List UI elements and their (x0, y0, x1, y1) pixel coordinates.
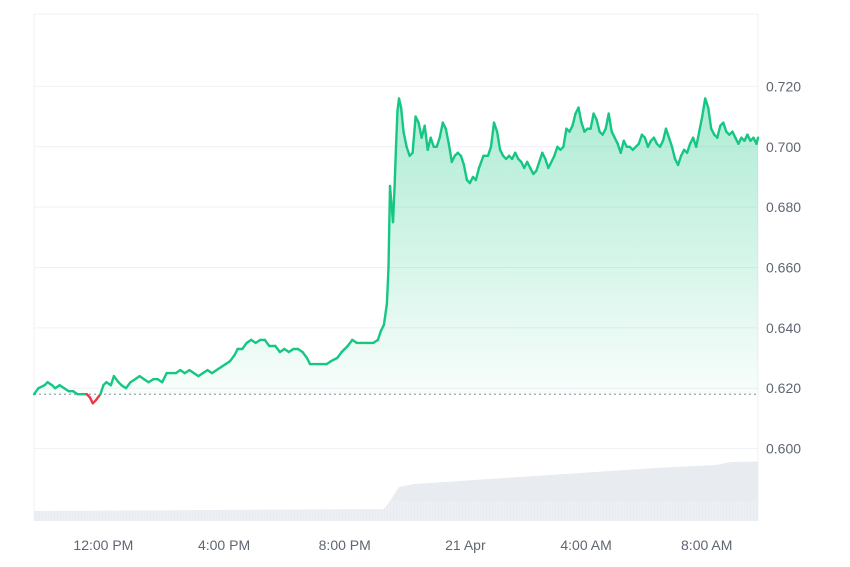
price-line-segment (571, 112, 577, 127)
price-line-segment (32, 387, 40, 396)
price-line-segment (160, 371, 168, 384)
price-line-segment (716, 124, 722, 139)
y-tick-label: 0.680 (766, 199, 801, 215)
price-line-segment (477, 154, 485, 170)
price-line-segment (444, 127, 450, 146)
price-line-segment (447, 142, 453, 164)
price-line-segment (429, 136, 435, 149)
price-line-segment (607, 112, 613, 133)
price-line-segment (619, 139, 625, 155)
y-tick-label: 0.720 (766, 78, 801, 94)
price-line-segment (462, 163, 469, 182)
price-line-segment (637, 133, 644, 146)
price-line-segment (486, 145, 493, 158)
price-line-segment (99, 384, 105, 396)
price-line-segment (695, 130, 701, 149)
price-line-segment (336, 350, 343, 360)
price-line-segment (411, 115, 417, 155)
y-axis: 0.600 0.620 0.640 0.660 0.680 0.700 0.720 (766, 78, 801, 456)
price-line-segment (698, 115, 704, 133)
price-line-segment (402, 130, 408, 149)
y-tick-label: 0.700 (766, 139, 801, 155)
price-line-segment (495, 130, 502, 152)
price-line-segment (535, 160, 541, 173)
y-tick-label: 0.600 (766, 441, 801, 457)
price-line-segment (263, 338, 271, 348)
price-line-segment (704, 97, 710, 109)
price-line-segment (492, 121, 499, 133)
price-line-segment (562, 127, 568, 149)
price-line-segment (240, 341, 248, 351)
price-line-segment (301, 350, 309, 360)
price-line-segment (124, 381, 132, 390)
price-line-segment (577, 106, 583, 124)
volume-area (34, 461, 758, 521)
price-line-segment (405, 145, 411, 158)
price-line-segment (394, 109, 399, 149)
price-line-segment (385, 266, 390, 305)
y-tick-label: 0.620 (766, 380, 801, 396)
price-line-segment (435, 136, 441, 149)
price-line-segment (340, 344, 349, 354)
price-line-segment (553, 145, 559, 158)
price-line-segment (399, 106, 405, 133)
price-line-segment (112, 374, 120, 384)
price-line-segment (664, 127, 671, 139)
y-tick-label: 0.660 (766, 260, 801, 276)
y-tick-label: 0.640 (766, 320, 801, 336)
price-line-segment (722, 121, 728, 133)
x-tick-label: 4:00 AM (560, 537, 611, 553)
price-lines (32, 97, 760, 405)
x-tick-label: 8:00 PM (319, 537, 371, 553)
x-tick-label: 12:00 PM (73, 537, 133, 553)
price-line-segment (94, 393, 102, 402)
price-line-segment (391, 187, 396, 224)
price-line-segment (701, 97, 707, 118)
x-axis: 12:00 PM 4:00 PM 8:00 PM 21 Apr 4:00 AM 8:00 … (73, 537, 732, 553)
price-area (34, 98, 758, 404)
price-line-segment (423, 124, 429, 152)
price-line-segment (755, 136, 760, 146)
price-line-segment (676, 154, 683, 167)
price-line-segment (580, 121, 586, 133)
x-tick-label: 8:00 AM (681, 537, 732, 553)
price-line-segment (393, 145, 398, 191)
price-line-segment (595, 118, 601, 133)
price-line-segment (382, 302, 389, 326)
price-line-segment (589, 112, 595, 130)
price-line-segment (228, 353, 236, 363)
x-tick-label: 21 Apr (445, 537, 486, 553)
price-area-fill (34, 98, 758, 404)
price-line-segment (376, 329, 383, 342)
price-line-segment (346, 338, 354, 348)
price-line-segment (685, 142, 692, 155)
price-line-segment (489, 121, 496, 149)
price-line-segment (459, 154, 466, 167)
price-line-segment (474, 166, 481, 182)
price-line-segment (387, 184, 392, 269)
price-line-segment (707, 106, 713, 130)
x-tick-label: 4:00 PM (198, 537, 250, 553)
price-line-segment (397, 97, 403, 109)
volume-bars (34, 461, 758, 521)
price-line-segment (109, 374, 116, 387)
price-line-segment (667, 136, 674, 149)
price-line-segment (438, 121, 444, 139)
price-line-segment (388, 184, 393, 206)
price-line-segment (274, 344, 282, 354)
price-line-segment (670, 145, 677, 161)
